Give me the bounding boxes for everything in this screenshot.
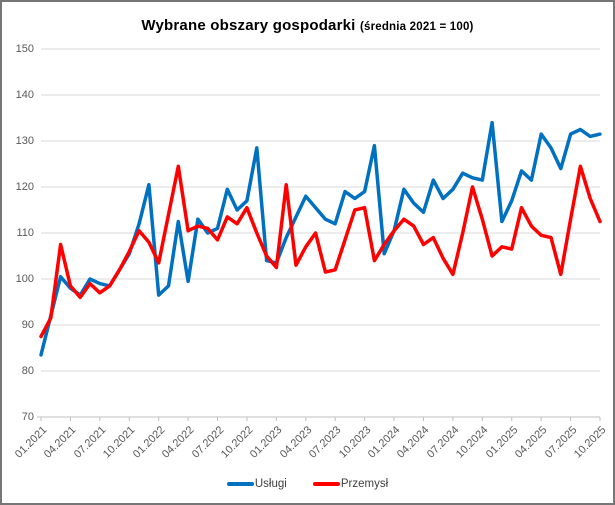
- chart-title-sub: (średnia 2021 = 100): [359, 21, 474, 33]
- chart-title: Wybrane obszary gospodarki (średnia 2021…: [2, 17, 613, 34]
- legend-item-przemysl[interactable]: Przemysł: [312, 478, 389, 490]
- y-tick-label: 70: [21, 411, 34, 423]
- legend-label-przemysl: Przemysł: [340, 478, 389, 490]
- legend-label-uslugi: Usługi: [254, 478, 287, 490]
- legend: Usługi Przemysł: [2, 478, 613, 490]
- legend-item-uslugi[interactable]: Usługi: [226, 478, 287, 490]
- chart-title-main: Wybrane obszary gospodarki: [141, 17, 356, 34]
- y-tick-label: 150: [15, 43, 34, 55]
- y-tick-label: 140: [15, 89, 34, 101]
- przemysl-line: [39, 164, 602, 339]
- y-tick-label: 80: [21, 365, 34, 377]
- y-tick-label: 110: [16, 227, 34, 239]
- y-tick-label: 100: [15, 273, 34, 285]
- y-tick-label: 120: [15, 181, 34, 193]
- uslugi-line: [39, 120, 602, 357]
- y-tick-label: 130: [15, 135, 34, 147]
- y-tick-label: 90: [21, 319, 34, 331]
- uslugi-line-swatch: [226, 482, 254, 486]
- przemysl-line-swatch: [312, 482, 340, 486]
